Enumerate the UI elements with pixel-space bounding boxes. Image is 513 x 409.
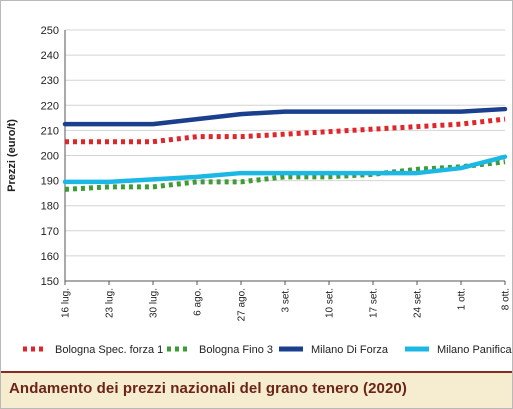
legend-label: Bologna Spec. forza 1 [55,344,163,356]
x-tick-label: 30 lug. [149,288,160,318]
y-tick-label: 190 [41,176,59,188]
y-tick-label: 220 [41,100,59,112]
chart-title: Andamento dei prezzi nazionali del grano… [9,380,407,397]
legend-label: Milano Di Forza [311,344,389,356]
x-tick-label: 1 ott. [457,288,468,310]
series-line [65,116,506,145]
y-tick-label: 150 [41,276,59,288]
series-line [62,106,508,127]
y-tick-label: 240 [41,50,59,62]
series-line [64,159,506,192]
axes [64,30,506,285]
x-tick-labels: 16 lug. 23 lug. 30 lug. 6 ago. 27 ago. 3 set.… [61,288,512,321]
x-tick-label: 23 lug. [105,288,116,318]
x-tick-label: 17 set. [369,288,380,318]
x-tick-label: 16 lug. [61,288,72,318]
series-line [62,154,508,185]
y-tick-label: 200 [41,151,59,163]
y-axis-label: Prezzi (euro/t) [6,119,18,192]
legend-label: Milano Panificabile [437,344,512,356]
series-lines [62,106,508,192]
legend-item: Milano Di Forza [279,344,389,356]
x-tick-label: 24 set. [413,288,424,318]
y-tick-label: 160 [41,251,59,263]
legend-item: Bologna Spec. forza 1 [23,344,163,356]
legend-item: Milano Panificabile [405,344,512,356]
y-tick-label: 170 [41,226,59,238]
legend: Bologna Spec. forza 1 Bologna Fino 3 Milan… [23,344,512,356]
y-tick-label: 210 [41,125,59,137]
y-tick-label: 180 [41,201,59,213]
legend-item: Bologna Fino 3 [167,344,273,356]
y-tick-label: 230 [41,75,59,87]
x-tick-label: 8 ott. [501,288,512,310]
x-tick-label: 27 ago. [237,288,248,321]
y-tick-label: 250 [41,25,59,37]
x-tick-label: 6 ago. [193,288,204,316]
x-tick-label: 10 set. [325,288,336,318]
legend-label: Bologna Fino 3 [199,344,273,356]
y-tick-labels: 150 160 170 180 190 200 210 220 230 240 250 [41,25,59,288]
line-chart: 150 160 170 180 190 200 210 220 230 240 250 16 lug… [6,25,512,356]
chart-title-bar: Andamento dei prezzi nazionali del grano… [1,371,512,408]
x-tick-label: 3 set. [281,288,292,312]
